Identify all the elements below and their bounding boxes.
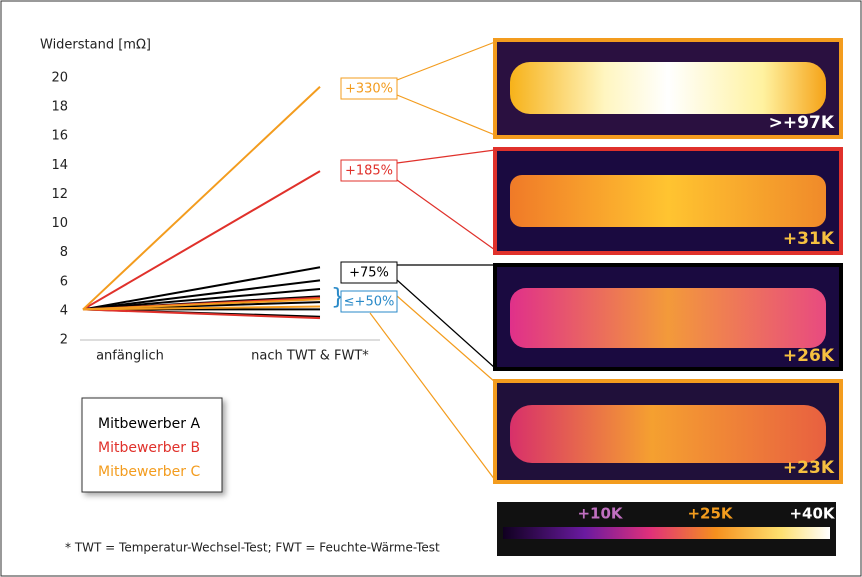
y-tick-label: 20 [51, 71, 68, 86]
scale-label: +10K [577, 505, 623, 523]
image-label: +31K [783, 229, 835, 249]
annotation: +185% [345, 164, 393, 179]
connectors [370, 42, 495, 480]
y-tick-label: 16 [51, 129, 68, 144]
y-tick-label: 18 [51, 100, 68, 115]
x-tick-label: anfänglich [96, 349, 164, 364]
scale-label: +25K [687, 505, 733, 523]
legend-label: Mitbewerber C [98, 464, 200, 480]
chart: Widerstand [mΩ] } >+97K +31K +26K +23K +… [0, 0, 862, 577]
footnote: * TWT = Temperatur-Wechsel-Test; FWT = F… [65, 541, 440, 555]
y-tick-label: 14 [51, 158, 68, 173]
legend-label: Mitbewerber B [98, 440, 200, 456]
y-tick-label: 6 [60, 274, 68, 289]
y-tick-label: 10 [51, 216, 68, 231]
image-label: +23K [783, 458, 835, 478]
annotation: ≤+50% [344, 295, 395, 310]
y-axis-label: Widerstand [mΩ] [40, 38, 151, 53]
y-tick-label: 2 [60, 333, 68, 348]
image-label: +26K [783, 346, 835, 366]
annotation: +75% [349, 266, 389, 281]
y-tick-label: 4 [60, 303, 68, 318]
series-line [83, 87, 320, 310]
scale-label: +40K [789, 505, 835, 523]
series-line [83, 309, 320, 318]
y-tick-label: 12 [51, 187, 68, 202]
y-tick-label: 8 [60, 245, 68, 260]
annotation: +330% [345, 82, 393, 97]
x-tick-label: nach TWT & FWT* [251, 349, 369, 364]
image-label: >+97K [769, 113, 835, 133]
page: Widerstand [mΩ] } >+97K +31K +26K +23K +… [0, 0, 862, 577]
legend-label: Mitbewerber A [98, 416, 200, 432]
